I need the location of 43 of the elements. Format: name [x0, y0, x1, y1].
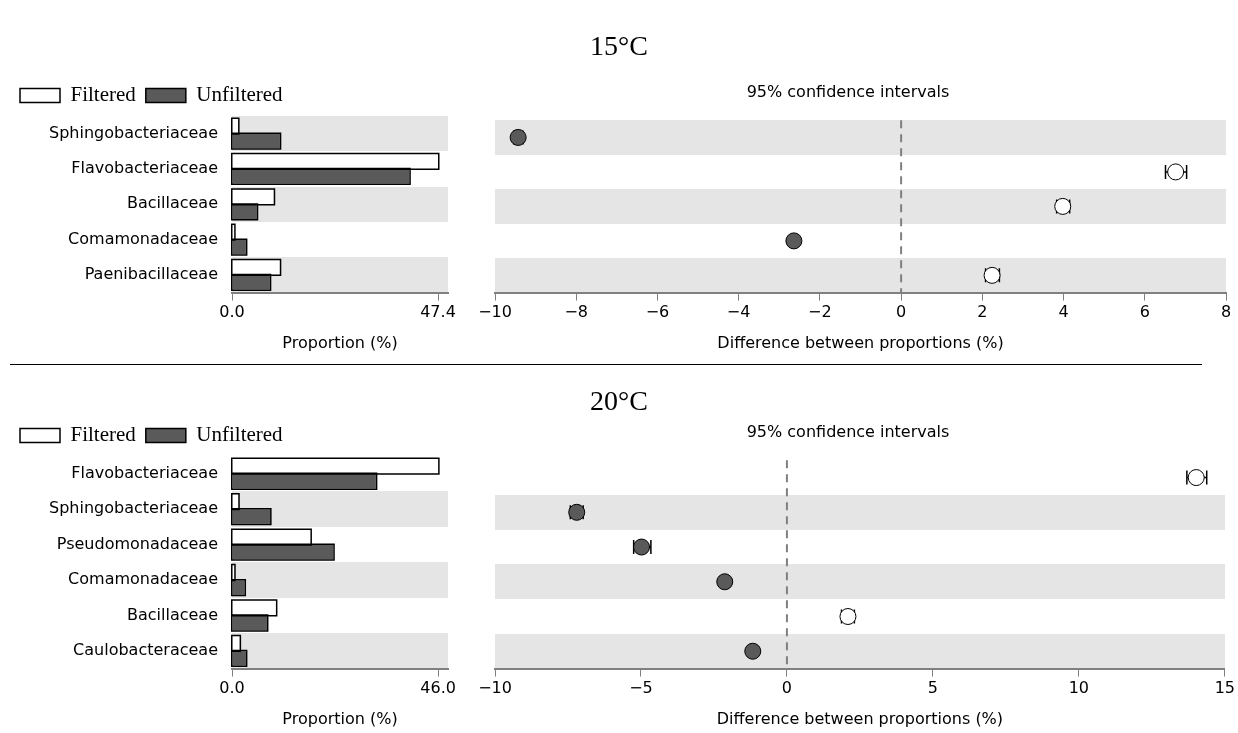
x-tick-label: 6 — [1139, 302, 1150, 322]
x-tick-label: 47.4 — [420, 302, 456, 322]
x-tick-label: 5 — [927, 678, 938, 698]
x-tick-label: −2 — [808, 302, 832, 322]
x-axis-title: Difference between proportions (%) — [717, 332, 1004, 352]
x-tick-label: −6 — [645, 302, 670, 322]
chart-title: 15°C — [590, 30, 648, 62]
chart-subtitle: 95% confidence intervals — [746, 81, 950, 101]
x-tick-label: 2 — [977, 302, 988, 322]
y-tick-label: Bacillaceae — [126, 604, 218, 624]
x-tick-label: 4 — [1058, 302, 1069, 322]
x-axis-title: Proportion (%) — [282, 332, 398, 352]
x-tick-label: 0 — [781, 678, 793, 698]
x-tick-label: −4 — [726, 302, 751, 322]
x-tick-label: 0.0 — [219, 302, 245, 322]
y-tick-label: Sphingobacteriaceae — [49, 498, 218, 518]
x-tick-label: 46.0 — [420, 678, 456, 698]
x-axis-title: Difference between proportions (%) — [716, 708, 1004, 728]
chart-subtitle: 95% confidence intervals — [746, 421, 950, 441]
y-tick-label: Sphingobacteriaceae — [49, 122, 218, 142]
x-tick-label: −10 — [478, 302, 512, 322]
legend-label: Filtered — [70, 422, 137, 447]
x-tick-label: 8 — [1220, 302, 1232, 322]
x-tick-label: 10 — [1068, 678, 1090, 698]
x-tick-label: 0 — [896, 302, 907, 322]
x-tick-label: 15 — [1214, 678, 1235, 698]
x-tick-label: 0.0 — [219, 678, 245, 698]
y-tick-label: Comamonadaceae — [68, 569, 218, 589]
y-tick-label: Flavobacteriaceae — [71, 158, 218, 178]
y-tick-label: Pseudomonadaceae — [56, 533, 218, 553]
y-tick-label: Caulobacteraceae — [73, 640, 218, 660]
legend-label: Unfiltered — [196, 82, 284, 107]
y-tick-label: Bacillaceae — [126, 193, 218, 213]
y-tick-label: Comamonadaceae — [68, 228, 218, 248]
legend-label: Filtered — [70, 82, 137, 107]
x-axis-title: Proportion (%) — [282, 708, 398, 728]
x-tick-label: −8 — [564, 302, 589, 322]
y-tick-label: Paenibacillaceae — [84, 264, 218, 284]
chart-title: 20°C — [590, 385, 648, 417]
y-tick-label: Flavobacteriaceae — [71, 462, 218, 482]
x-tick-label: −10 — [478, 678, 512, 698]
legend-label: Unfiltered — [196, 422, 284, 447]
x-tick-label: −5 — [629, 678, 653, 698]
